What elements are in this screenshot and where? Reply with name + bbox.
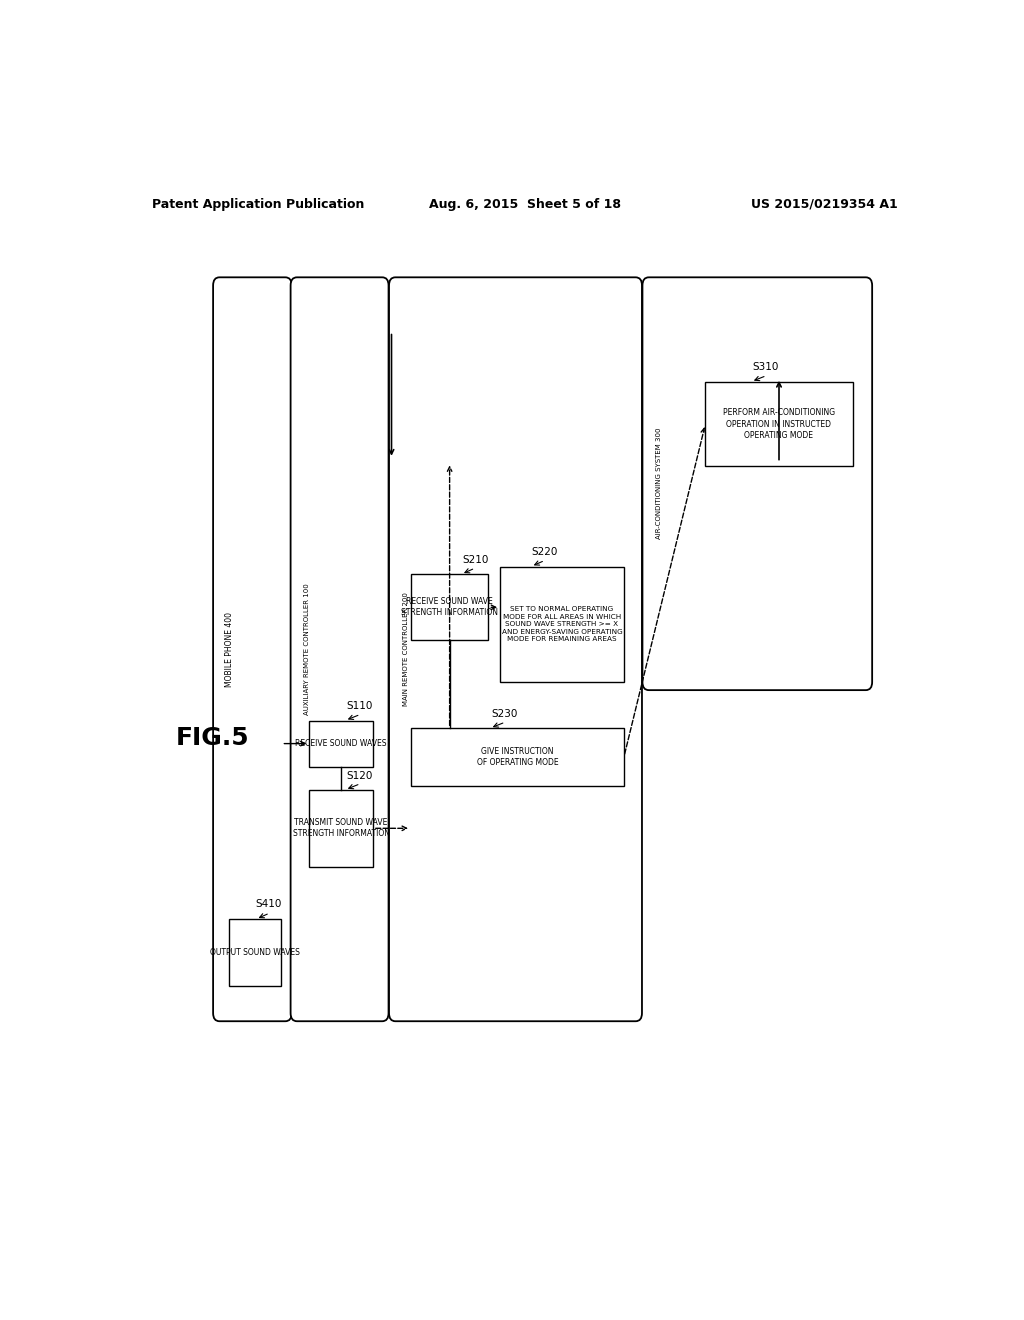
Bar (706, 381, 853, 466)
Text: PERFORM AIR-CONDITIONING
OPERATION IN INSTRUCTED
OPERATING MODE: PERFORM AIR-CONDITIONING OPERATION IN IN… (723, 408, 835, 440)
Text: S120: S120 (346, 771, 373, 780)
Text: MAIN REMOTE CONTROLLER 200: MAIN REMOTE CONTROLLER 200 (402, 593, 409, 706)
Text: S230: S230 (492, 709, 518, 719)
Bar (334, 285, 866, 462)
Text: S110: S110 (346, 701, 373, 711)
Text: OUTPUT SOUND WAVES: OUTPUT SOUND WAVES (210, 948, 300, 957)
Text: AIR-CONDITIONING SYSTEM 300: AIR-CONDITIONING SYSTEM 300 (656, 428, 663, 540)
Bar (309, 721, 373, 767)
Text: AUXILIARY REMOTE CONTROLLER 100: AUXILIARY REMOTE CONTROLLER 100 (304, 583, 310, 715)
Text: Patent Application Publication: Patent Application Publication (152, 198, 365, 211)
Bar (500, 566, 624, 682)
Text: US 2015/0219354 A1: US 2015/0219354 A1 (751, 198, 898, 211)
Bar (411, 729, 624, 785)
FancyBboxPatch shape (642, 277, 872, 690)
FancyBboxPatch shape (389, 277, 642, 1022)
Text: MOBILE PHONE 400: MOBILE PHONE 400 (225, 611, 234, 686)
Text: S310: S310 (753, 363, 779, 372)
Text: S410: S410 (255, 899, 282, 909)
Text: SET TO NORMAL OPERATING
MODE FOR ALL AREAS IN WHICH
SOUND WAVE STRENGTH >= X
AND: SET TO NORMAL OPERATING MODE FOR ALL ARE… (502, 606, 623, 643)
FancyBboxPatch shape (291, 277, 388, 1022)
Text: S210: S210 (462, 554, 488, 565)
Text: FIG.5: FIG.5 (176, 726, 249, 750)
Text: RECEIVE SOUND WAVES: RECEIVE SOUND WAVES (295, 739, 387, 748)
Text: Aug. 6, 2015  Sheet 5 of 18: Aug. 6, 2015 Sheet 5 of 18 (429, 198, 621, 211)
Text: TRANSMIT SOUND WAVE
STRENGTH INFORMATION: TRANSMIT SOUND WAVE STRENGTH INFORMATION (293, 818, 389, 838)
FancyBboxPatch shape (213, 277, 292, 1022)
Bar (228, 919, 282, 986)
Text: S220: S220 (531, 548, 558, 557)
Text: RECEIVE SOUND WAVE
STRENGTH INFORMATION: RECEIVE SOUND WAVE STRENGTH INFORMATION (401, 597, 498, 616)
Bar (411, 574, 488, 640)
Text: GIVE INSTRUCTION
OF OPERATING MODE: GIVE INSTRUCTION OF OPERATING MODE (476, 747, 558, 767)
Bar (309, 789, 373, 867)
